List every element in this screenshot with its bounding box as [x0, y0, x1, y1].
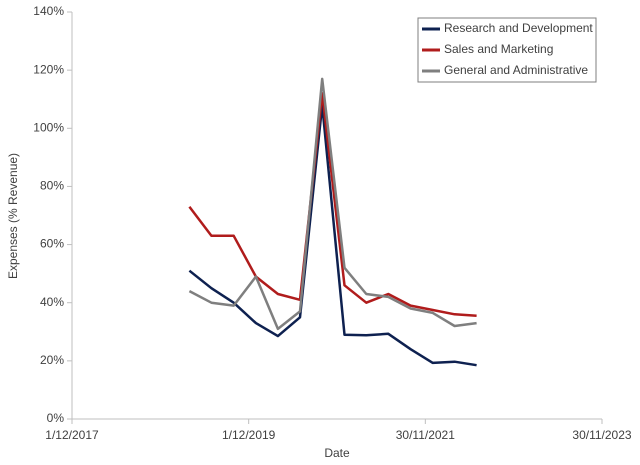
- series-line: [188, 103, 477, 367]
- legend-label: Sales and Marketing: [444, 42, 553, 56]
- legend-label: Research and Development: [444, 21, 593, 35]
- x-tick-label: 30/11/2023: [572, 428, 631, 442]
- y-axis-label: Expenses (% Revenue): [6, 153, 20, 279]
- series-line: [188, 92, 477, 318]
- y-tick-label: 40%: [40, 295, 64, 309]
- y-tick-label: 20%: [40, 353, 64, 367]
- y-tick-label: 100%: [33, 120, 64, 134]
- x-tick-label: 1/12/2017: [45, 428, 99, 442]
- y-tick-label: 0%: [47, 411, 65, 425]
- y-tick-label: 60%: [40, 237, 64, 251]
- y-tick-label: 80%: [40, 179, 64, 193]
- x-tick-label: 30/11/2021: [396, 428, 455, 442]
- legend-box: [417, 17, 597, 83]
- series-line: [188, 77, 477, 331]
- legend-label: General and Administrative: [444, 63, 588, 77]
- x-axis-label: Date: [324, 446, 350, 460]
- y-tick-label: 140%: [33, 4, 64, 18]
- y-tick-label: 120%: [33, 62, 64, 76]
- x-tick-label: 1/12/2019: [222, 428, 276, 442]
